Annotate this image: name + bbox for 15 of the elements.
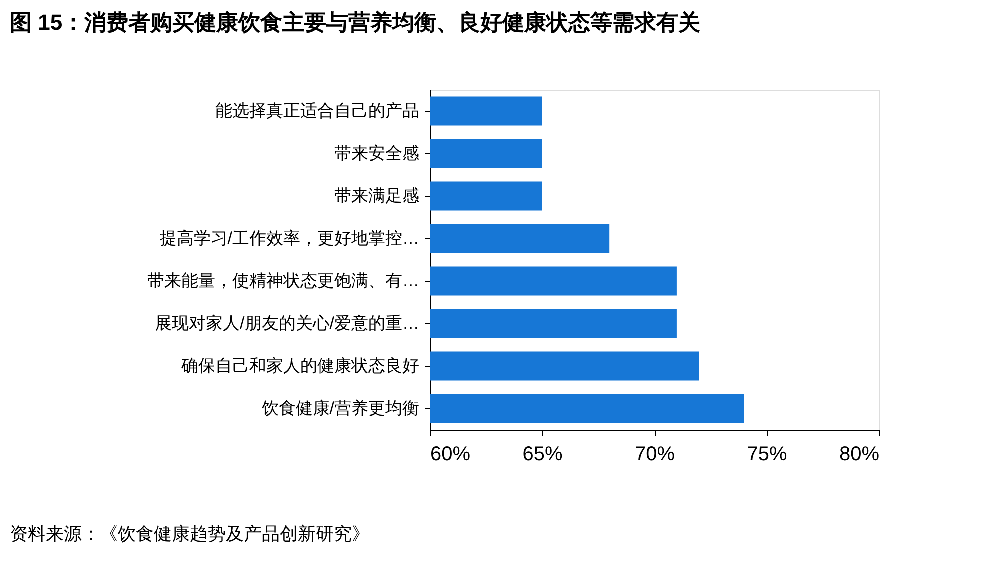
- chart-title: 图 15：消费者购买健康饮食主要与营养均衡、良好健康状态等需求有关: [10, 10, 701, 35]
- y-tick-label: 带来满足感: [334, 186, 420, 206]
- y-tick-label: 带来安全感: [334, 144, 420, 163]
- x-tick-label: 70%: [634, 444, 676, 466]
- x-tick-label: 60%: [430, 444, 471, 466]
- y-tick-label: 带来能量，使精神状态更饱满、有…: [148, 271, 420, 290]
- x-tick-label: 65%: [522, 444, 563, 466]
- text: 资料来源：《饮食健康趋势及产品创新研究》: [10, 524, 370, 544]
- y-tick-label: 饮食健康/营养更均衡: [260, 398, 420, 418]
- y-tick-label: 展现对家人/朋友的关心/爱意的重…: [155, 314, 420, 333]
- y-tick-label: 确保自己和家人的健康状态良好: [180, 356, 420, 376]
- x-tick-label: 75%: [747, 444, 788, 466]
- y-tick-label: 提高学习/工作效率，更好地掌控…: [160, 228, 420, 248]
- x-tick-label: 80%: [839, 444, 880, 466]
- y-tick-label: 能选择真正适合自己的产品: [216, 101, 420, 120]
